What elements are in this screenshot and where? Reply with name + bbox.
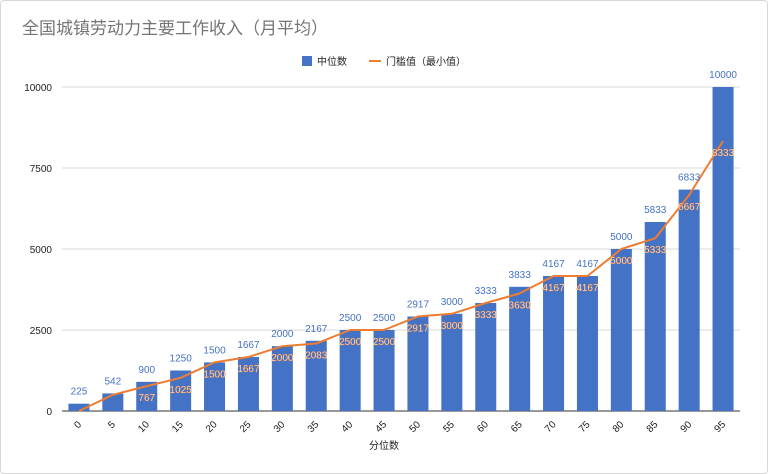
bar-value-label: 2500: [339, 313, 362, 324]
x-tick-label: 65: [509, 419, 525, 435]
x-tick-label: 45: [374, 419, 390, 435]
bar: [102, 393, 124, 411]
line-value-label: 1667: [237, 364, 260, 375]
bar: [204, 362, 226, 411]
bar-value-label: 2000: [271, 329, 294, 340]
bar: [407, 316, 429, 411]
bar-value-label: 10000: [709, 70, 737, 81]
legend-bar-swatch: [302, 55, 312, 66]
line-value-label: 3333: [475, 310, 498, 321]
bar: [576, 275, 598, 411]
chart-title: 全国城镇劳动力主要工作收入（月平均）: [22, 19, 328, 39]
line-value-label: 5333: [644, 245, 667, 256]
y-tick-label: 5000: [30, 245, 53, 256]
bar-value-label: 2167: [305, 324, 328, 335]
bar: [170, 370, 192, 411]
x-tick-label: 15: [170, 419, 186, 435]
x-tick-label: 35: [306, 419, 322, 435]
x-tick-label: 80: [611, 419, 627, 435]
line-value-label: 5000: [610, 256, 633, 267]
bar-value-label: 900: [138, 365, 155, 376]
x-tick-label: 70: [543, 419, 559, 435]
bar: [644, 222, 666, 411]
bar: [543, 275, 565, 411]
line-value-label: 2500: [339, 337, 362, 348]
x-tick-label: 25: [238, 419, 254, 435]
x-tick-label: 55: [441, 419, 457, 435]
bar: [610, 249, 632, 411]
bar-value-label: 4167: [576, 259, 599, 270]
bar: [136, 381, 158, 411]
legend-line-swatch: [369, 59, 381, 62]
bar-value-label: 2500: [373, 313, 396, 324]
line-value-label: 3630: [509, 300, 532, 311]
x-tick-label: 85: [645, 419, 661, 435]
x-axis-title: 分位数: [369, 441, 399, 452]
x-tick-label: 20: [204, 419, 220, 435]
legend-item-median[interactable]: 中位数: [302, 53, 347, 68]
line-value-label: 3000: [441, 321, 464, 332]
bar: [237, 356, 259, 411]
x-tick-label: 60: [475, 419, 491, 435]
bar-value-label: 3833: [509, 270, 532, 281]
y-tick-label: 10000: [24, 83, 52, 94]
bar: [509, 286, 531, 411]
y-tick-label: 7500: [30, 164, 53, 175]
x-tick-label: 40: [340, 419, 356, 435]
x-tick-label: 0: [72, 419, 84, 431]
bar: [339, 330, 361, 411]
bar-value-label: 225: [71, 387, 88, 398]
bar-value-label: 1500: [203, 345, 226, 356]
threshold-line: [78, 140, 724, 412]
line-value-label: 767: [138, 393, 155, 404]
line-value-label: 2083: [305, 351, 328, 362]
line-value-label: 2500: [373, 337, 396, 348]
line-value-label: 4167: [576, 283, 599, 294]
legend-item-threshold[interactable]: 门槛值（最小值）: [369, 53, 466, 68]
bar: [68, 403, 90, 411]
y-tick-label: 2500: [30, 326, 53, 337]
bar-value-label: 5000: [610, 232, 633, 243]
x-tick-label: 95: [713, 419, 729, 435]
bar-value-label: 3000: [441, 297, 464, 308]
bar: [373, 330, 395, 411]
legend-median-label: 中位数: [317, 57, 347, 68]
bar-value-label: 2917: [407, 299, 430, 310]
bar-value-label: 542: [105, 376, 122, 387]
line-value-label: 1500: [203, 369, 226, 380]
line-value-label: 6667: [678, 202, 701, 213]
x-tick-label: 30: [272, 419, 288, 435]
bar: [441, 313, 463, 411]
bar-value-label: 5833: [644, 205, 667, 216]
x-tick-label: 5: [106, 419, 118, 431]
bar: [712, 87, 734, 411]
bar-value-label: 4167: [542, 259, 565, 270]
bar: [678, 189, 700, 411]
legend-threshold-label: 门槛值（最小值）: [386, 57, 466, 68]
x-tick-label: 90: [679, 419, 695, 435]
y-tick-label: 0: [46, 407, 52, 418]
bar: [271, 346, 293, 411]
bar: [475, 303, 497, 411]
x-tick-label: 10: [136, 419, 152, 435]
line-value-label: 2917: [407, 323, 430, 334]
x-tick-label: 75: [577, 419, 593, 435]
bar-value-label: 6833: [678, 173, 701, 184]
chart-legend: 中位数 门槛值（最小值）: [0, 53, 768, 68]
line-value-label: 1025: [170, 385, 193, 396]
bar-value-label: 3333: [475, 286, 498, 297]
line-value-label: 4167: [542, 283, 565, 294]
line-value-label: 8333: [712, 148, 735, 159]
bar: [305, 340, 327, 411]
x-tick-label: 50: [407, 419, 423, 435]
bar-value-label: 1250: [170, 354, 193, 365]
line-value-label: 2000: [271, 353, 294, 364]
bar-value-label: 1667: [237, 340, 260, 351]
